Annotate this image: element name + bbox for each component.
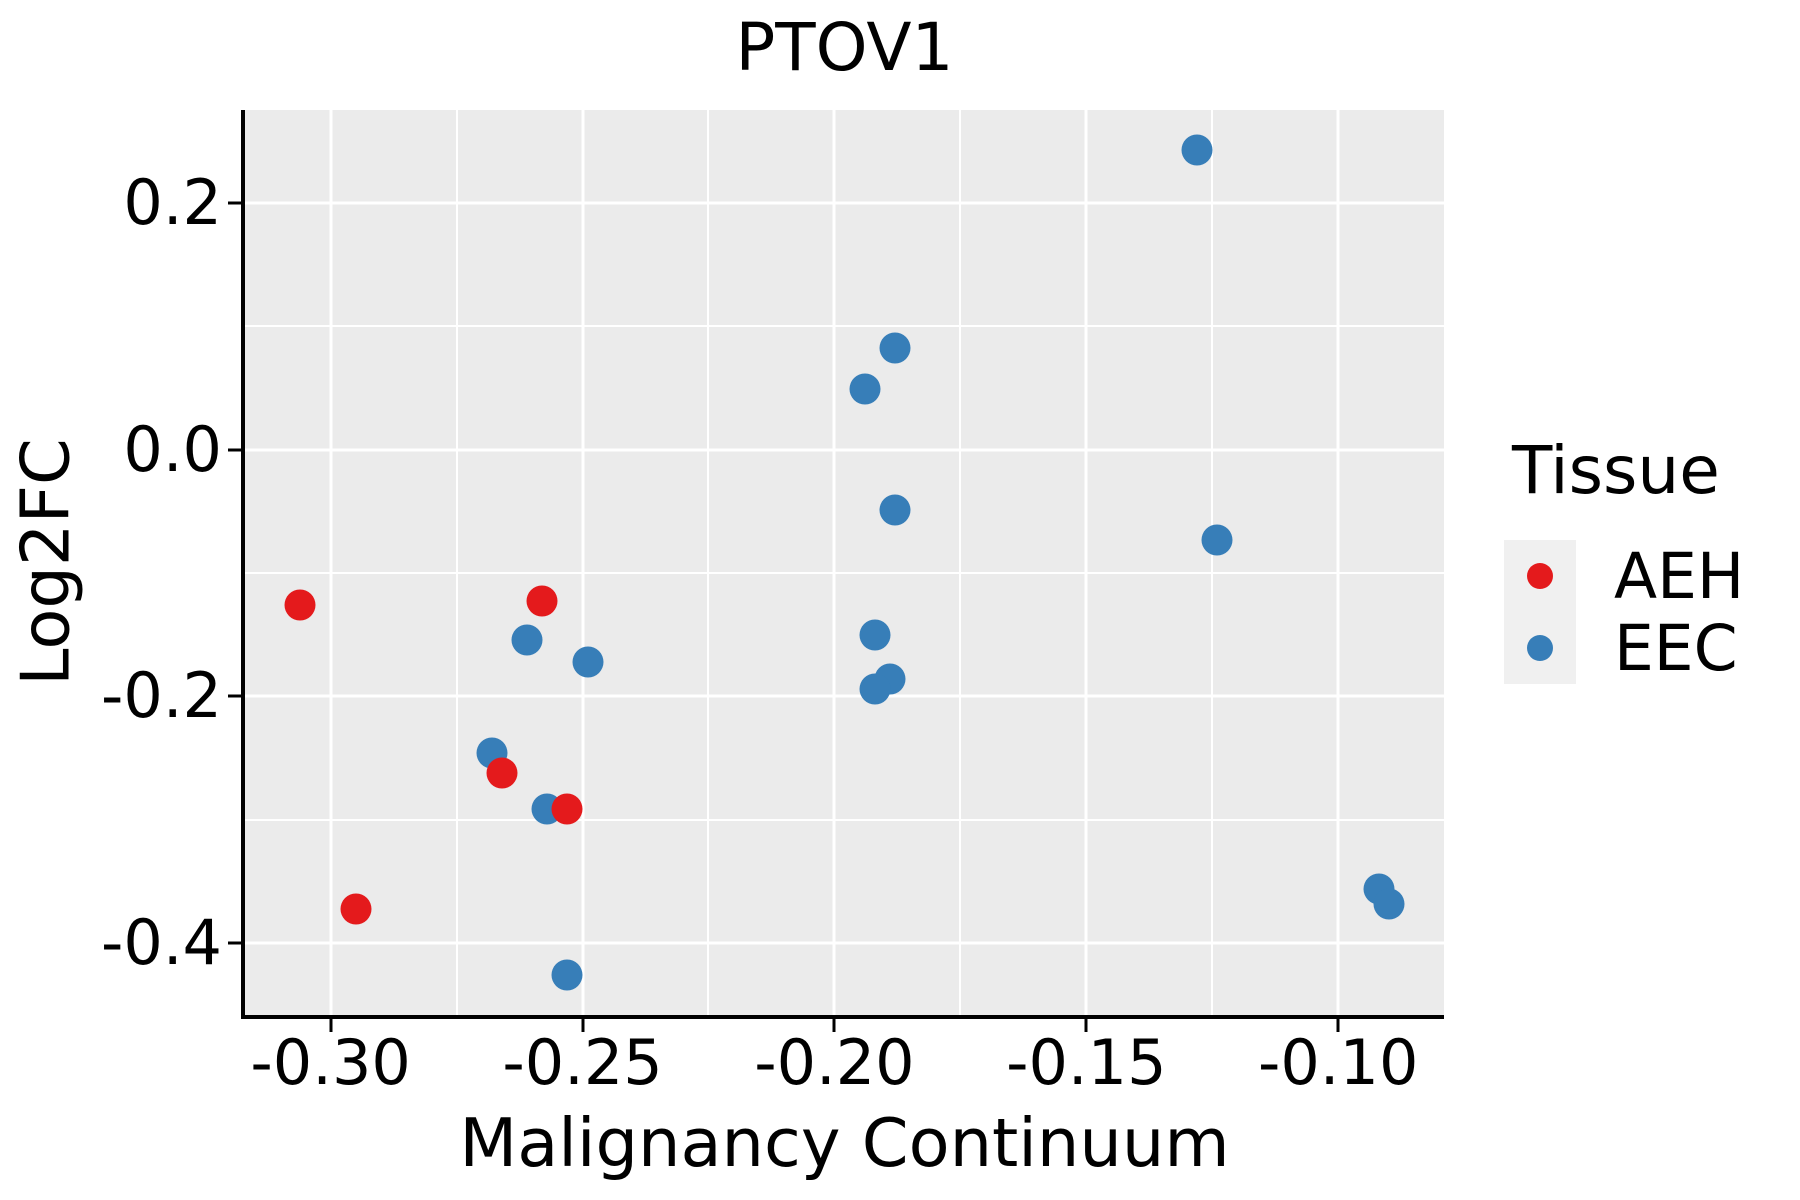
- y-tick-mark: [228, 694, 241, 698]
- x-major-gridline: [832, 110, 836, 1015]
- x-tick-mark: [581, 1019, 585, 1032]
- legend-key: [1504, 540, 1576, 612]
- x-major-gridline: [581, 110, 585, 1015]
- y-major-gridline: [245, 201, 1444, 205]
- legend-label: AEH: [1614, 539, 1745, 613]
- y-minor-gridline: [245, 818, 1444, 821]
- legend: Tissue AEH EEC: [1504, 438, 1744, 684]
- data-point-eec: [1181, 134, 1213, 165]
- data-point-eec: [879, 332, 911, 364]
- data-point-eec: [849, 373, 881, 405]
- legend-title: Tissue: [1512, 432, 1720, 509]
- y-tick-label: 0.0: [123, 412, 222, 486]
- data-point-eec: [859, 619, 891, 651]
- data-point-aeh: [551, 793, 583, 825]
- data-point-eec: [1201, 524, 1233, 556]
- x-tick-mark: [832, 1019, 836, 1032]
- legend-entries: AEH EEC: [1504, 540, 1744, 684]
- x-minor-gridline: [707, 110, 710, 1015]
- data-point-eec: [572, 646, 604, 678]
- x-tick-mark: [1336, 1019, 1340, 1032]
- legend-entry-aeh: AEH: [1504, 540, 1744, 612]
- plot-panel: [245, 110, 1444, 1015]
- x-minor-gridline: [1211, 110, 1214, 1015]
- data-point-eec: [859, 673, 891, 705]
- y-tick-label: -0.2: [101, 659, 222, 733]
- data-point-eec: [879, 494, 911, 526]
- x-major-gridline: [329, 110, 333, 1015]
- x-tick-mark: [1084, 1019, 1088, 1032]
- y-major-gridline: [245, 694, 1444, 698]
- x-tick-label: -0.25: [502, 1026, 663, 1099]
- x-major-gridline: [1336, 110, 1340, 1015]
- data-point-eec: [1373, 888, 1405, 920]
- y-tick-mark: [228, 941, 241, 945]
- legend-entry-eec: EEC: [1504, 612, 1744, 684]
- y-major-gridline: [245, 448, 1444, 452]
- y-minor-gridline: [245, 325, 1444, 328]
- x-axis-line: [241, 1015, 1444, 1019]
- x-tick-label: -0.30: [250, 1026, 411, 1099]
- y-minor-gridline: [245, 571, 1444, 574]
- legend-dot-eec: [1527, 635, 1553, 661]
- y-tick-label: -0.4: [101, 906, 222, 980]
- y-major-gridline: [245, 941, 1444, 945]
- y-tick-mark: [228, 201, 241, 205]
- y-tick-label: 0.2: [123, 165, 222, 239]
- legend-label: EEC: [1614, 611, 1738, 685]
- data-point-eec: [551, 959, 583, 991]
- x-axis-title: Malignancy Continuum: [459, 1104, 1230, 1182]
- x-minor-gridline: [959, 110, 962, 1015]
- x-minor-gridline: [455, 110, 458, 1015]
- x-tick-label: -0.15: [1006, 1026, 1167, 1099]
- data-point-aeh: [486, 757, 518, 789]
- x-tick-label: -0.10: [1257, 1026, 1419, 1099]
- data-point-aeh: [284, 589, 316, 621]
- legend-dot-aeh: [1527, 563, 1553, 589]
- y-axis-line: [241, 110, 245, 1019]
- chart-title: PTOV1: [735, 9, 954, 86]
- data-point-aeh: [526, 585, 558, 617]
- x-tick-label: -0.20: [754, 1026, 915, 1099]
- x-major-gridline: [1084, 110, 1088, 1015]
- y-tick-mark: [228, 448, 241, 452]
- data-point-aeh: [340, 893, 372, 925]
- data-point-eec: [511, 624, 543, 656]
- x-tick-mark: [329, 1019, 333, 1032]
- legend-key: [1504, 612, 1576, 684]
